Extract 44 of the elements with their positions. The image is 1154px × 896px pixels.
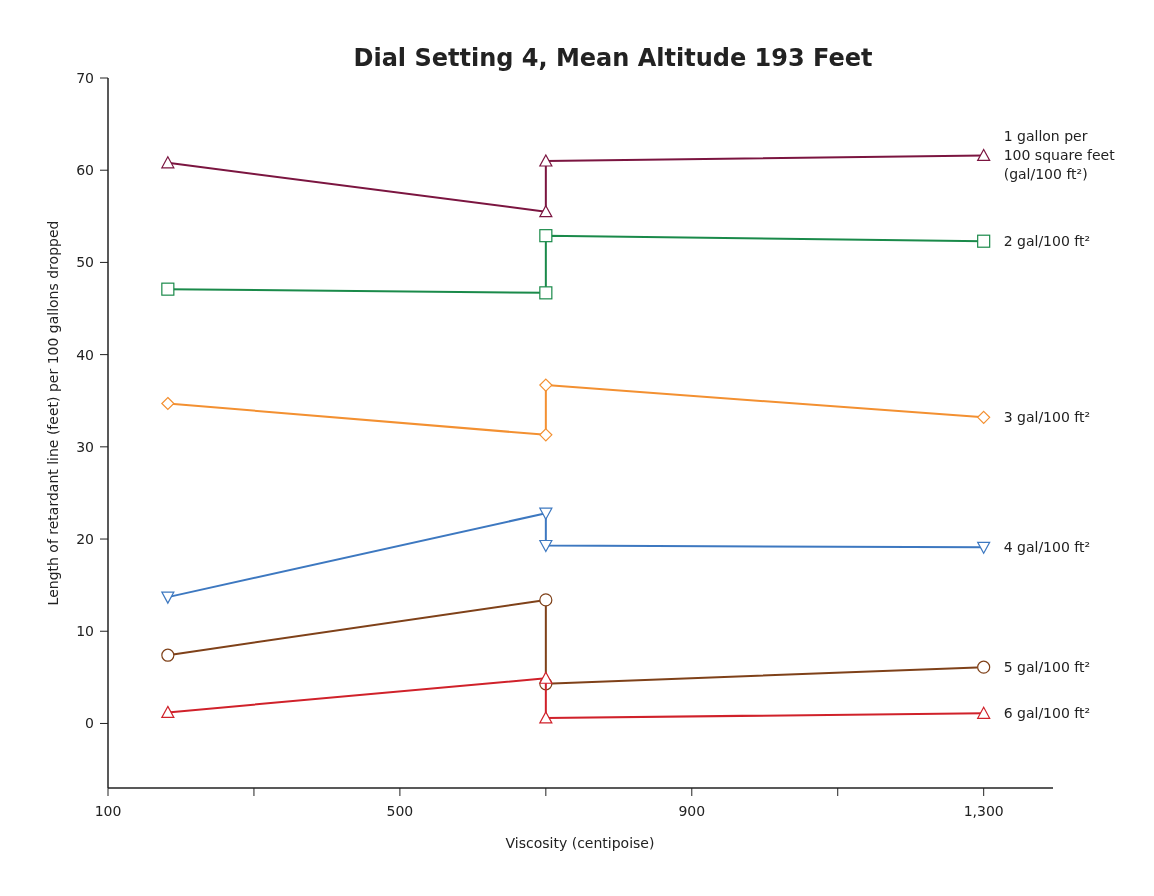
point bbox=[539, 378, 553, 392]
x-tick-label: 500 bbox=[386, 803, 414, 819]
x-axis-title: Viscosity (centipoise) bbox=[505, 835, 655, 851]
series-label: 4 gal/100 ft² bbox=[1003, 539, 1091, 556]
y-tick-label: 20 bbox=[76, 531, 94, 548]
point bbox=[977, 148, 991, 162]
point bbox=[539, 154, 553, 167]
y-tick-label: 0 bbox=[85, 715, 94, 732]
point bbox=[539, 428, 553, 442]
y-axis-title: Length of retardant line (feet) per 100 gallons dropped bbox=[45, 220, 61, 606]
y-tick-label: 60 bbox=[76, 162, 94, 179]
y-tick-label: 70 bbox=[76, 70, 94, 86]
y-tick-label: 10 bbox=[76, 623, 94, 640]
point bbox=[977, 234, 991, 248]
series-label: 5 gal/100 ft² bbox=[1003, 659, 1091, 676]
point bbox=[161, 282, 175, 296]
point bbox=[977, 410, 991, 424]
x-tick-label: 900 bbox=[678, 803, 706, 819]
point bbox=[977, 660, 991, 674]
point bbox=[539, 711, 553, 724]
series-label: 1 gallon per 100 square feet (gal/100 ft²) bbox=[1003, 128, 1116, 183]
point bbox=[539, 507, 553, 520]
series-label: 6 gal/100 ft² bbox=[1003, 705, 1091, 722]
point bbox=[539, 205, 553, 218]
x-tick-label: 100 bbox=[94, 803, 122, 819]
point bbox=[539, 671, 553, 684]
y-tick-label: 50 bbox=[76, 254, 94, 271]
chart-title: Dial Setting 4, Mean Altitude 193 Feet bbox=[353, 44, 873, 72]
x-tick-label: 1,300 bbox=[963, 803, 1004, 819]
point bbox=[539, 229, 553, 243]
point bbox=[539, 286, 553, 300]
point bbox=[539, 539, 553, 553]
point bbox=[161, 705, 175, 718]
point bbox=[161, 156, 175, 169]
point bbox=[161, 648, 175, 662]
point bbox=[161, 396, 175, 411]
point bbox=[977, 541, 991, 554]
series-label: 3 gal/100 ft² bbox=[1003, 409, 1091, 426]
point bbox=[161, 591, 175, 604]
y-tick-label: 30 bbox=[76, 438, 94, 455]
point bbox=[539, 593, 553, 607]
y-tick-label: 40 bbox=[76, 346, 94, 363]
series-label: 2 gal/100 ft² bbox=[1003, 233, 1091, 250]
point bbox=[977, 706, 991, 719]
